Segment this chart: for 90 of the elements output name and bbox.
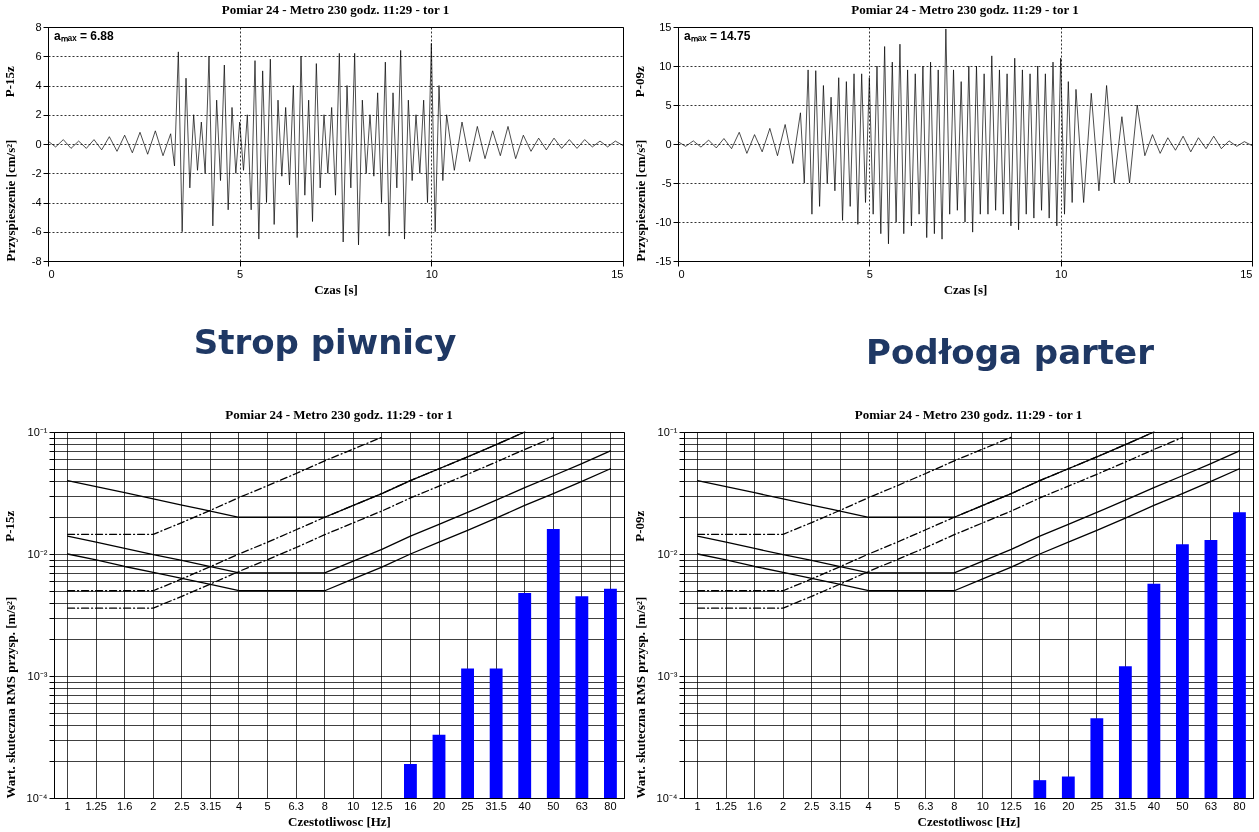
y-tick-label: -2	[31, 166, 42, 179]
x-tick-label: 10	[425, 267, 438, 280]
y-tick-label: 10⁻¹	[657, 425, 678, 438]
y-tick-label: 10⁻³	[657, 669, 678, 682]
y-axis-title: Przyspieszenie [cm/s²]	[2, 139, 18, 262]
text: P-15z	[2, 65, 17, 98]
x-tick-label: 6.3	[918, 799, 934, 812]
x-tick-label: 1	[64, 799, 71, 812]
x-tick-label: 25	[1090, 799, 1103, 812]
y-tick-label: 5	[665, 98, 672, 111]
x-tick-label: 40	[518, 799, 531, 812]
x-tick-label: 12.5	[1000, 799, 1022, 812]
x-tick-label: 6.3	[288, 799, 304, 812]
x-tick-label: 20	[1062, 799, 1075, 812]
y-tick-label: 10	[659, 59, 672, 72]
y-tick-label: 6	[35, 49, 42, 62]
y-tick-label: 10⁻¹	[27, 425, 48, 438]
y-tick-label: 10⁻³	[27, 669, 48, 682]
y-axis-title: Wart. skuteczna RMS przysp. [m/s²]	[2, 596, 18, 799]
y-tick-label: -5	[661, 176, 672, 189]
y-axis-title: Przyspieszenie [cm/s²]	[632, 139, 648, 262]
annotation: aₘₐₓ = 6.88	[54, 29, 114, 43]
chart-title: Pomiar 24 - Metro 230 godz. 11:29 - tor 1	[225, 407, 453, 422]
x-tick-label: 15	[611, 267, 624, 280]
y-tick-label: -6	[31, 225, 42, 238]
x-tick-label: 2	[780, 799, 787, 812]
x-tick-label: 63	[1204, 799, 1218, 812]
x-tick-label: 31.5	[1114, 799, 1137, 812]
y-tick-label: -15	[655, 254, 672, 267]
annotation: aₘₐₓ = 14.75	[684, 29, 751, 43]
x-tick-label: 12.5	[371, 799, 393, 812]
x-tick-label: 25	[461, 799, 474, 812]
text: P-15z	[2, 510, 17, 542]
x-tick-label: 1	[694, 799, 701, 812]
x-tick-label: 16	[1033, 799, 1046, 812]
x-tick-label: 2.5	[174, 799, 190, 812]
y-tick-label: -8	[31, 254, 42, 267]
y-tick-label: 15	[659, 20, 672, 33]
y-tick-label: -10	[655, 215, 672, 228]
y-tick-label: 8	[35, 20, 42, 33]
x-tick-label: 1.25	[85, 799, 107, 812]
x-tick-label: 4	[865, 799, 872, 812]
x-tick-label: 5	[866, 267, 873, 280]
chart-title: Pomiar 24 - Metro 230 godz. 11:29 - tor 1	[221, 2, 450, 17]
text: P-09z	[632, 510, 647, 542]
x-tick-label: 80	[1233, 799, 1246, 812]
x-tick-label: 15	[1240, 267, 1253, 280]
x-tick-label: 1.6	[746, 799, 763, 812]
x-axis-title: Czas [s]	[943, 281, 988, 297]
x-tick-label: 3.15	[199, 799, 222, 812]
x-tick-label: 80	[604, 799, 617, 812]
chart-title: Pomiar 24 - Metro 230 godz. 11:29 - tor 1	[851, 2, 1079, 17]
x-tick-label: 4	[235, 799, 243, 812]
x-tick-label: 16	[404, 799, 417, 812]
y-tick-label: 4	[35, 79, 42, 91]
x-tick-label: 5	[237, 267, 244, 280]
x-tick-label: 5	[264, 799, 271, 812]
chart-title: Pomiar 24 - Metro 230 godz. 11:29 - tor 1	[854, 407, 1083, 422]
x-tick-label: 1.6	[117, 799, 133, 812]
x-tick-label: 31.5	[485, 799, 507, 812]
x-axis-title: Czas [s]	[314, 281, 358, 297]
y-tick-label: -4	[31, 196, 42, 208]
x-tick-label: 50	[547, 799, 560, 812]
y-tick-label: 10⁻²	[657, 547, 678, 560]
x-tick-label: 50	[1176, 799, 1189, 812]
x-tick-label: 5	[894, 799, 901, 812]
chart-subtitle: Podłoga parter	[865, 332, 1155, 372]
y-tick-label: 10⁻²	[27, 547, 48, 560]
y-tick-label: 2	[35, 108, 42, 121]
x-tick-label: 8	[951, 799, 958, 812]
y-tick-label: 10⁻⁴	[26, 791, 48, 804]
x-tick-label: 10	[1055, 267, 1068, 280]
x-tick-label: 3.15	[829, 799, 851, 812]
x-tick-label: 2.5	[803, 799, 820, 812]
y-axis-title: Wart. skuteczna RMS przysp. [m/s²]	[632, 596, 648, 799]
y-tick-label: 0	[35, 137, 42, 150]
x-axis-title: Czestotliwosc [Hz]	[917, 813, 1021, 829]
x-tick-label: 10	[976, 799, 989, 812]
x-tick-label: 8	[321, 799, 328, 812]
x-tick-label: 10	[347, 799, 360, 812]
y-tick-label: 0	[665, 137, 672, 150]
text: P-09z	[632, 65, 647, 98]
x-tick-label: 40	[1147, 799, 1161, 812]
chart-subtitle: Strop piwnicy	[192, 322, 458, 362]
y-tick-label: 10⁻⁴	[656, 791, 678, 804]
x-tick-label: 63	[575, 799, 588, 812]
x-axis-title: Czestotliwosc [Hz]	[288, 813, 391, 829]
x-tick-label: 2	[150, 799, 157, 812]
x-tick-label: 1.25	[715, 799, 737, 812]
x-tick-label: 20	[432, 799, 446, 812]
